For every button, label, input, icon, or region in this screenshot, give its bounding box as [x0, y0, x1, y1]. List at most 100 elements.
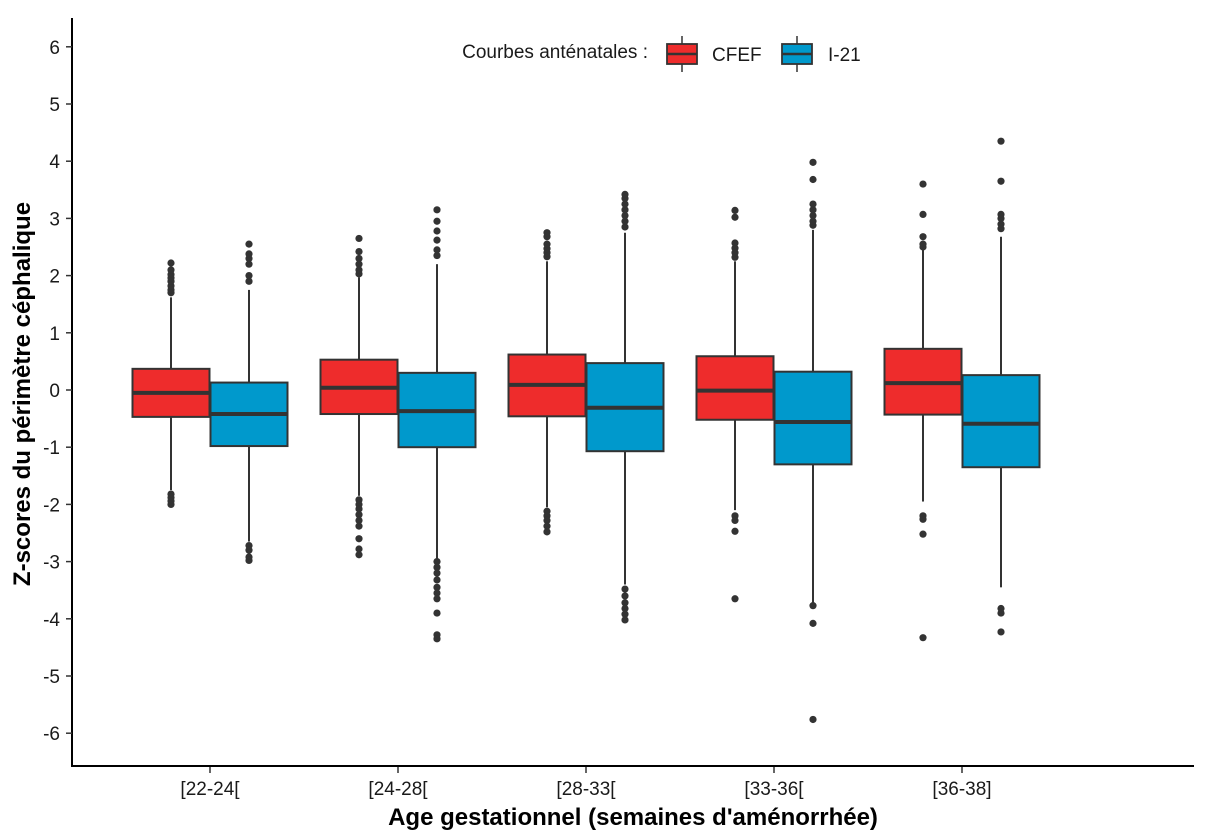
legend-label: I-21	[828, 45, 861, 66]
outlier-point	[245, 272, 253, 280]
outlier-point	[731, 213, 739, 221]
outlier-point	[809, 175, 817, 184]
outlier-point	[355, 535, 363, 543]
outlier-point	[621, 616, 629, 624]
outlier-point	[355, 254, 363, 263]
outlier-point	[167, 259, 175, 267]
outlier-point	[245, 546, 253, 554]
y-tick-label: -4	[43, 610, 60, 631]
outlier-point	[433, 217, 441, 225]
box-cfef	[319, 234, 399, 559]
outlier-point	[809, 715, 817, 724]
outlier-point	[167, 266, 175, 274]
box-i-21	[585, 190, 665, 624]
outlier-point	[433, 589, 441, 597]
iqr-box	[961, 374, 1041, 469]
box-i-21	[209, 240, 289, 565]
box-cfef	[131, 259, 211, 508]
outlier-point	[245, 260, 253, 268]
outlier-point	[731, 595, 739, 603]
outlier-point	[245, 240, 253, 248]
outlier-point	[543, 516, 551, 525]
x-tick-label: [22-24[	[180, 779, 240, 800]
outlier-point	[621, 217, 629, 225]
outlier-point	[355, 234, 363, 243]
box-cfef	[695, 206, 775, 603]
legend-item-cfef: CFEF	[666, 36, 762, 72]
outlier-point	[433, 569, 441, 577]
outlier-point	[809, 211, 817, 220]
x-tick-label: [33-36[	[744, 779, 804, 800]
outlier-point	[809, 602, 817, 610]
outlier-point	[433, 576, 441, 584]
outlier-point	[543, 240, 551, 248]
y-tick-label: 1	[49, 324, 60, 345]
outlier-point	[433, 206, 441, 214]
y-tick-label: 0	[49, 381, 60, 402]
outlier-point	[809, 158, 817, 166]
outlier-point	[919, 180, 927, 188]
x-tick-label: [24-28[	[368, 779, 428, 800]
outlier-point	[997, 210, 1005, 218]
y-tick-label: -5	[43, 667, 60, 688]
outlier-point	[621, 200, 629, 208]
outlier-point	[355, 522, 363, 530]
box-cfef	[507, 229, 587, 536]
outlier-point	[433, 609, 441, 617]
outlier-point	[621, 211, 629, 220]
box-i-21	[961, 137, 1041, 636]
x-tick-label: [28-33[	[556, 779, 616, 800]
outlier-point	[433, 558, 441, 566]
outlier-point	[621, 599, 629, 607]
outlier-point	[621, 592, 629, 600]
outlier-point	[997, 220, 1005, 228]
outlier-point	[919, 240, 927, 248]
y-tick-label: 3	[49, 209, 60, 230]
outlier-point	[621, 206, 629, 214]
outlier-point	[433, 251, 441, 260]
y-tick-label: 2	[49, 267, 60, 288]
outlier-point	[355, 247, 363, 256]
outlier-point	[355, 505, 363, 513]
legend: Courbes anténatales : CFEF I-21	[462, 36, 861, 72]
axes: -6 -5 -4 -3 -2 -1 0 1 2 3 4 5 6 [22-24[[24-28[[28-33[…	[43, 18, 1194, 800]
outlier-point	[543, 229, 551, 237]
outlier-point	[543, 528, 551, 536]
outlier-point	[355, 260, 363, 268]
y-tick-label: 6	[49, 38, 60, 59]
outlier-point	[997, 628, 1005, 636]
outlier-point	[621, 610, 629, 618]
outlier-point	[809, 206, 817, 214]
outlier-point	[355, 545, 363, 553]
plot-area	[131, 137, 1041, 724]
outlier-point	[433, 563, 441, 571]
outlier-point	[919, 530, 927, 538]
iqr-box	[695, 355, 775, 421]
y-axis-title: Z-scores du périmètre céphalique	[9, 202, 36, 586]
legend-title: Courbes anténatales :	[462, 42, 648, 63]
y-tick-label: 5	[49, 95, 60, 116]
outlier-point	[809, 619, 817, 627]
x-axis-title: Age gestationnel (semaines d'aménorrhée)	[388, 804, 878, 831]
y-tick-label: -3	[43, 553, 60, 574]
outlier-point	[809, 217, 817, 225]
y-tick-label: -2	[43, 495, 60, 516]
outlier-point	[731, 206, 739, 214]
outlier-point	[245, 250, 253, 258]
y-tick-label: 4	[49, 152, 60, 173]
outlier-point	[919, 233, 927, 241]
outlier-point	[355, 511, 363, 519]
outlier-point	[621, 190, 629, 198]
outlier-point	[809, 200, 817, 208]
legend-label: CFEF	[712, 45, 762, 66]
outlier-point	[433, 246, 441, 254]
outlier-point	[731, 527, 739, 535]
outlier-point	[621, 223, 629, 231]
outlier-point	[621, 585, 629, 593]
outlier-point	[355, 516, 363, 525]
box-i-21	[773, 158, 853, 724]
outlier-point	[245, 277, 253, 285]
y-tick-label: -1	[43, 438, 60, 459]
outlier-point	[997, 137, 1005, 145]
